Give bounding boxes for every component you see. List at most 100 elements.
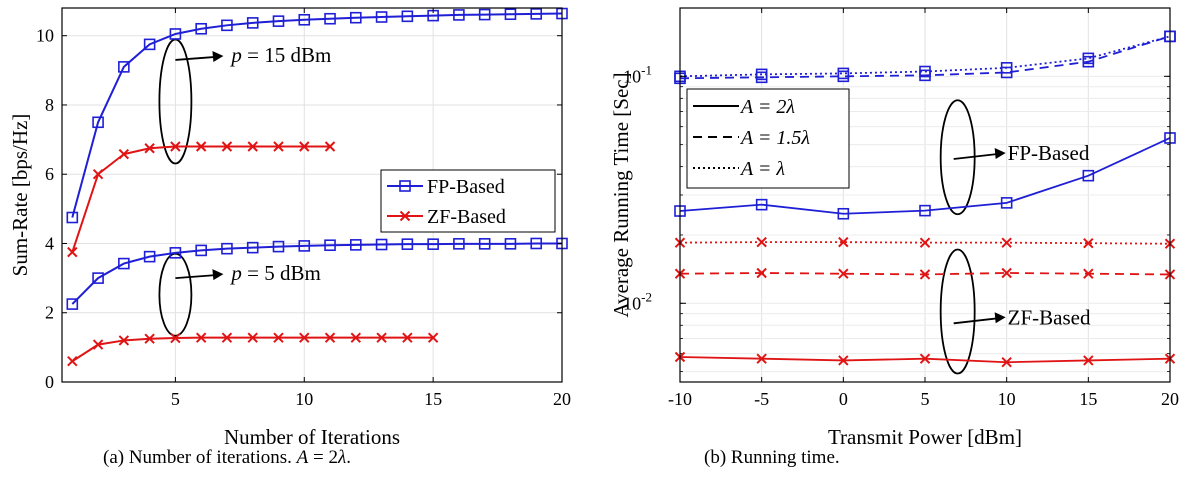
legend-lambda: λ (785, 96, 795, 118)
data-marker-fp15 (401, 10, 414, 23)
data-marker-zf5 (376, 332, 387, 343)
data-marker-fp5 (427, 238, 439, 250)
data-marker-zf15 (170, 141, 181, 152)
data-marker-fp15 (350, 11, 362, 24)
data-marker-zf15 (144, 143, 155, 154)
data-marker-zf15 (324, 141, 336, 152)
data-marker-fp5 (195, 244, 207, 257)
data-marker-fp5 (66, 298, 79, 310)
x-tick-label: 20 (553, 389, 571, 409)
caption-a-part: = 2 (308, 447, 338, 468)
legend-lambda: λ (800, 127, 810, 149)
x-tick-label: 0 (839, 389, 848, 409)
data-marker-zf15 (247, 141, 258, 152)
caption-a-part: (a) Number of iterations. (103, 447, 297, 468)
data-marker-zf5 (221, 332, 233, 343)
y-tick-base: 10 (623, 66, 641, 86)
annotation-label: p = 5 dBm (229, 261, 320, 285)
ellipse-annotation-zf (939, 248, 976, 375)
y-tick-label: 6 (45, 164, 54, 184)
data-marker-fp2 (755, 198, 768, 211)
data-marker-fp15 (375, 11, 388, 23)
annotation-var: p (229, 261, 242, 285)
data-marker-zf15 (838, 268, 849, 279)
annotation-arrowhead (994, 148, 1006, 160)
data-marker-fp15 (195, 22, 207, 35)
annotation-label: ZF-Based (1008, 305, 1091, 329)
data-marker-zf2 (919, 353, 931, 364)
y-tick-base: 10 (623, 293, 641, 313)
data-marker-zf5 (67, 356, 78, 367)
data-marker-fp15 (118, 61, 130, 73)
data-marker-fp1 (1000, 62, 1013, 74)
data-marker-fp15 (324, 12, 336, 25)
data-marker-zf1 (756, 236, 767, 248)
data-marker-zf5 (350, 332, 362, 343)
data-marker-zf5 (118, 335, 130, 346)
data-marker-fp5 (530, 237, 543, 250)
data-marker-fp15 (66, 211, 79, 224)
data-marker-fp5 (272, 240, 285, 253)
legend-marker-zf15 (399, 210, 411, 222)
legend-label: ZF-Based (427, 206, 506, 228)
data-marker-zf15 (299, 141, 310, 152)
y-tick-label: 10 (36, 26, 54, 46)
annotation-var: p (229, 43, 242, 67)
data-marker-fp1 (755, 68, 768, 81)
data-marker-fp15 (246, 17, 259, 29)
data-marker-fp2 (1000, 197, 1013, 209)
data-marker-zf5 (273, 332, 284, 343)
data-marker-fp5 (324, 239, 336, 252)
annotation-arrowhead (212, 50, 224, 62)
legend-label: A = λ (739, 158, 785, 180)
data-marker-fp2 (1082, 169, 1095, 182)
x-axis-label: Transmit Power [dBm] (828, 425, 1022, 449)
x-tick-label: 5 (921, 389, 930, 409)
data-marker-fp5 (453, 238, 465, 250)
data-marker-fp1 (837, 67, 850, 80)
annotation-label: p = 15 dBm (229, 43, 331, 67)
y-tick-label: 4 (45, 233, 54, 253)
legend-label: A = 1.5λ (739, 127, 810, 149)
data-marker-zf5 (324, 332, 336, 343)
caption-a: (a) Number of iterations. A = 2λ. (103, 447, 351, 468)
x-tick-label: -10 (668, 389, 692, 409)
data-marker-zf15 (221, 141, 233, 152)
legend-mid: = 2 (753, 96, 787, 118)
data-marker-fp15 (143, 38, 156, 51)
data-marker-zf2 (756, 353, 767, 364)
axes-box (61, 7, 563, 383)
data-marker-fp5 (92, 272, 104, 284)
x-tick-label: 15 (424, 389, 442, 409)
x-tick-label: 10 (295, 389, 313, 409)
data-marker-zf15 (919, 269, 931, 280)
data-marker-zf2 (1083, 355, 1094, 366)
x-tick-label: 15 (1079, 389, 1097, 409)
data-marker-fp15 (169, 28, 182, 40)
data-marker-fp15 (530, 8, 543, 20)
data-marker-fp15 (504, 8, 517, 21)
legend-var: A (739, 127, 754, 149)
data-marker-zf5 (299, 332, 310, 343)
data-marker-zf5 (195, 332, 207, 343)
annotation-label: FP-Based (1008, 141, 1090, 165)
annotation-text: = 5 dBm (242, 261, 321, 285)
data-marker-fp2 (919, 204, 931, 217)
data-marker-fp15 (478, 8, 491, 21)
y-axis-label: Sum-Rate [bps/Hz] (8, 114, 32, 277)
x-tick-label: 5 (171, 389, 180, 409)
annotation-arrow (953, 153, 998, 160)
data-marker-zf15 (273, 141, 284, 152)
data-marker-zf5 (247, 332, 258, 343)
legend-mid: = (753, 158, 777, 180)
legend-label: FP-Based (427, 176, 505, 198)
y-tick-label: 10-2 (623, 289, 652, 313)
data-marker-fp5 (504, 238, 517, 250)
data-marker-zf5 (92, 339, 104, 350)
y-tick-exponent: -1 (641, 62, 652, 77)
data-marker-zf2 (838, 355, 849, 366)
data-marker-zf15 (67, 246, 78, 258)
legend-mid: = 1.5 (753, 127, 802, 149)
y-tick-label: 8 (45, 95, 54, 115)
